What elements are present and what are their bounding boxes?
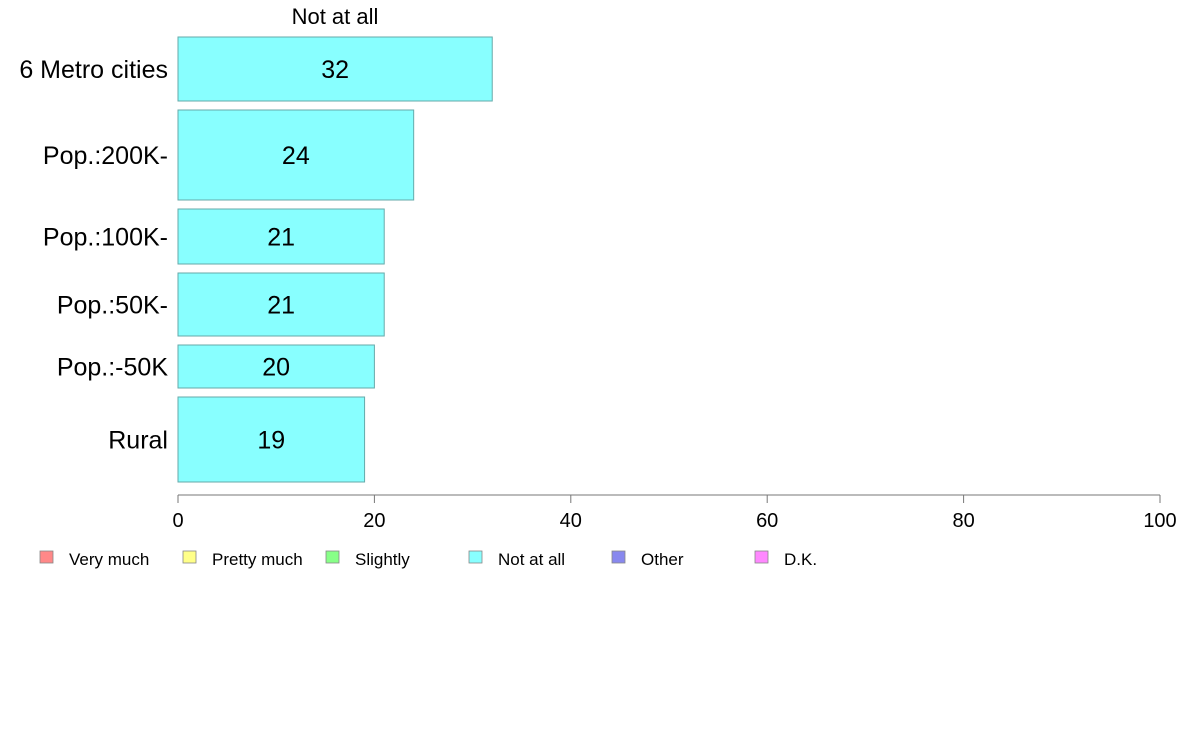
x-tick-label: 60 xyxy=(756,510,778,532)
bar xyxy=(177,396,366,483)
x-tick-label: 0 xyxy=(172,510,183,532)
bar xyxy=(177,344,375,389)
legend-swatch xyxy=(468,550,483,564)
legend: Very much Pretty much Slightly Not at all Ot… xyxy=(39,550,817,569)
bar-value-label: 32 xyxy=(321,56,349,84)
legend-label: Very much xyxy=(69,550,149,569)
bars-group: 6 Metro cities 32 Pop.:200K- 24 Pop.:100K- 21… xyxy=(19,36,493,483)
category-label: 6 Metro cities xyxy=(19,56,168,84)
legend-swatch xyxy=(39,550,54,564)
bar-value-label: 19 xyxy=(257,427,285,455)
legend-swatch xyxy=(182,550,197,564)
series-title: Not at all xyxy=(292,4,379,29)
bar xyxy=(177,272,385,337)
bar-value-label: 24 xyxy=(282,142,310,170)
legend-label: Not at all xyxy=(498,550,565,569)
legend-label: Slightly xyxy=(355,550,410,569)
bar-value-label: 21 xyxy=(267,292,295,320)
x-axis: 0 20 40 60 80 100 xyxy=(172,494,1177,532)
x-tick-label: 20 xyxy=(363,510,385,532)
x-tick-label: 100 xyxy=(1143,510,1176,532)
x-tick-label: 40 xyxy=(560,510,582,532)
bar-value-label: 20 xyxy=(262,354,290,382)
category-label: Pop.:200K- xyxy=(43,142,168,170)
bar-value-label: 21 xyxy=(267,224,295,252)
legend-label: Other xyxy=(641,550,684,569)
category-label: Rural xyxy=(108,427,168,455)
bar xyxy=(177,109,415,201)
legend-label: Pretty much xyxy=(212,550,303,569)
bar xyxy=(177,36,493,102)
legend-label: D.K. xyxy=(784,550,817,569)
bar xyxy=(177,208,385,265)
legend-swatch xyxy=(325,550,340,564)
x-tick-label: 80 xyxy=(952,510,974,532)
legend-swatch xyxy=(611,550,626,564)
category-label: Pop.:-50K xyxy=(57,354,169,382)
legend-swatch xyxy=(754,550,769,564)
category-label: Pop.:100K- xyxy=(43,224,168,252)
category-label: Pop.:50K- xyxy=(57,292,168,320)
